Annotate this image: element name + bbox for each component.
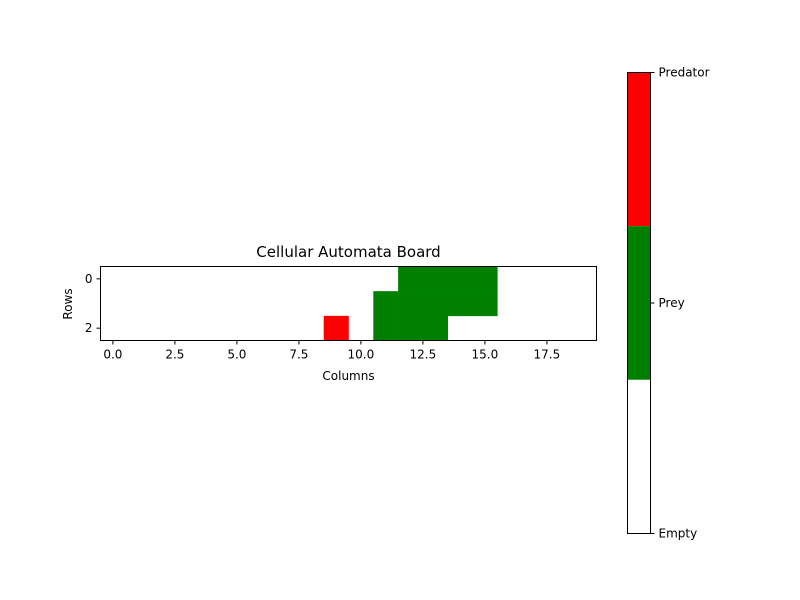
x-axis-ticks: 0.0 2.5 5.0 7.5 10.0 12.5 15.0 17.5 xyxy=(103,340,561,362)
x-axis-label: Columns xyxy=(322,369,374,383)
axes-frame xyxy=(100,266,597,341)
colorbar-segment-predator xyxy=(627,72,651,227)
cell-prey xyxy=(447,266,473,292)
colorbar-tick-label: Empty xyxy=(659,527,698,541)
y-axis-ticks: 02 xyxy=(85,272,101,335)
x-tick-label: 15.0 xyxy=(472,348,499,362)
colorbar-segment-empty xyxy=(627,379,651,534)
cell-prey xyxy=(422,266,448,292)
colorbar: Predator Prey Empty xyxy=(627,66,710,541)
cell-prey xyxy=(373,315,399,341)
x-tick-label: 0.0 xyxy=(103,348,122,362)
cell-prey xyxy=(472,291,498,317)
y-tick-label: 2 xyxy=(85,321,93,335)
cell-prey xyxy=(398,266,424,292)
x-tick-label: 12.5 xyxy=(410,348,437,362)
colorbar-tick-label: Prey xyxy=(659,296,685,310)
x-tick-label: 7.5 xyxy=(289,348,308,362)
y-axis-label: Rows xyxy=(61,288,75,319)
cell-prey xyxy=(398,315,424,341)
cell-prey xyxy=(422,315,448,341)
cell-prey xyxy=(447,291,473,317)
board-cells xyxy=(323,266,498,341)
x-tick-label: 10.0 xyxy=(348,348,375,362)
cell-prey xyxy=(373,291,399,317)
x-tick-label: 2.5 xyxy=(165,348,184,362)
y-tick-label: 0 xyxy=(85,272,93,286)
colorbar-tick-label: Predator xyxy=(659,66,710,80)
cell-prey xyxy=(472,266,498,292)
cell-prey xyxy=(422,291,448,317)
colorbar-segment-prey xyxy=(627,226,651,380)
cell-prey xyxy=(398,291,424,317)
x-tick-label: 5.0 xyxy=(227,348,246,362)
x-tick-label: 17.5 xyxy=(534,348,561,362)
cell-predator xyxy=(323,315,349,341)
chart-title: Cellular Automata Board xyxy=(256,243,440,261)
